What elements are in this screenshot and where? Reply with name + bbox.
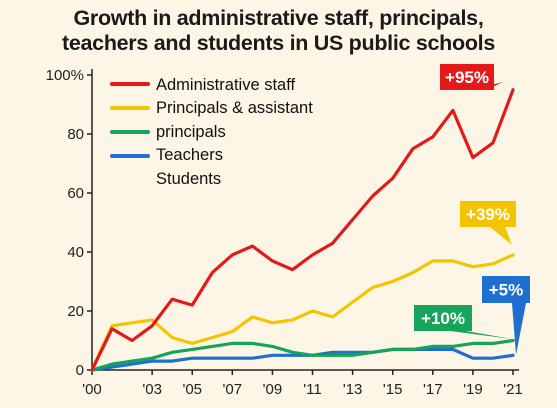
legend-label: principals	[156, 123, 226, 141]
series-line-2	[90, 338, 515, 372]
series-line-1	[90, 253, 515, 372]
callout-label: +10%	[421, 309, 465, 328]
x-tick-label: '19	[463, 381, 483, 398]
callout-label: +95%	[445, 68, 489, 87]
x-tick-label: '09	[263, 381, 283, 398]
callout-box	[482, 276, 530, 303]
x-tick-label: '21	[503, 381, 523, 398]
callout-box	[440, 64, 494, 90]
y-tick-label: 80	[67, 126, 84, 143]
callout-box	[414, 305, 472, 331]
x-tick-label: '05	[182, 381, 202, 398]
legend-label: Students	[156, 170, 221, 188]
y-tick-label: 40	[67, 244, 84, 261]
legend-label: Administrative staff	[156, 76, 295, 94]
y-tick-label: 0	[76, 362, 84, 379]
callout-box	[460, 201, 516, 227]
callout-pointer	[490, 227, 512, 245]
series-line-0	[90, 88, 515, 372]
callout-label: +39%	[466, 205, 510, 224]
chart-title-line-1: Growth in administrative staff, principa…	[73, 6, 484, 30]
x-tick-label: '15	[383, 381, 403, 398]
x-tick-label: '00	[82, 381, 102, 398]
legend-label: Principals & assistant	[156, 99, 313, 117]
chart-title: Growth in administrative staff, principa…	[0, 6, 557, 56]
x-tick-label: '13	[343, 381, 363, 398]
x-tick-label: '03	[142, 381, 162, 398]
x-tick-label: '11	[303, 381, 321, 398]
y-tick-label: 20	[67, 303, 84, 320]
y-tick-label: 100%	[46, 67, 84, 84]
chart-title-line-2: teachers and students in US public schoo…	[61, 31, 496, 55]
legend-label: Teachers	[156, 146, 223, 164]
y-tick-label: 60	[67, 185, 84, 202]
x-tick-label: '17	[423, 381, 443, 398]
callout-pointer	[512, 303, 526, 355]
x-tick-label: '07	[223, 381, 243, 398]
callout-pointer	[450, 331, 512, 339]
callout-label: +5%	[489, 281, 524, 300]
